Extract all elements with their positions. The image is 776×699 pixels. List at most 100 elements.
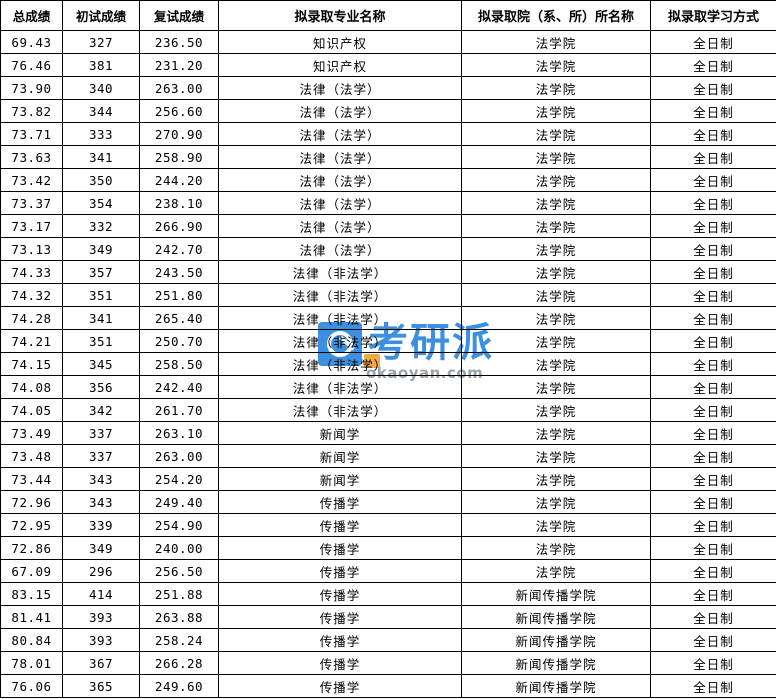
table-row: 76.06 365 249.60 传播学 新闻传播学院 全日制 [0, 674, 776, 698]
cell-major: 法律（法学） [218, 214, 462, 238]
cell-total: 73.49 [0, 421, 63, 445]
cell-first: 343 [62, 467, 140, 491]
cell-second: 263.10 [139, 421, 219, 445]
cell-total: 73.13 [0, 237, 63, 261]
column-header-second: 复试成绩 [139, 0, 219, 31]
cell-total: 76.46 [0, 53, 63, 77]
table-row: 81.41 393 263.88 传播学 新闻传播学院 全日制 [0, 605, 776, 629]
table-row: 73.48 337 263.00 新闻学 法学院 全日制 [0, 444, 776, 468]
table-row: 74.15 345 258.50 法律（非法学） 法学院 全日制 [0, 352, 776, 376]
cell-mode: 全日制 [650, 467, 776, 491]
cell-second: 251.88 [139, 582, 219, 606]
cell-second: 240.00 [139, 536, 219, 560]
cell-mode: 全日制 [650, 628, 776, 652]
cell-major: 传播学 [218, 674, 462, 698]
cell-mode: 全日制 [650, 329, 776, 353]
cell-total: 74.08 [0, 375, 63, 399]
cell-major: 法律（法学） [218, 76, 462, 100]
cell-major: 传播学 [218, 605, 462, 629]
cell-major: 传播学 [218, 651, 462, 675]
table-row: 73.37 354 238.10 法律（法学） 法学院 全日制 [0, 191, 776, 215]
table-row: 83.15 414 251.88 传播学 新闻传播学院 全日制 [0, 582, 776, 606]
cell-college: 法学院 [461, 283, 651, 307]
cell-first: 333 [62, 122, 140, 146]
column-header-mode: 拟录取学习方式 [650, 0, 776, 31]
cell-college: 新闻传播学院 [461, 605, 651, 629]
cell-mode: 全日制 [650, 145, 776, 169]
cell-mode: 全日制 [650, 306, 776, 330]
cell-college: 法学院 [461, 168, 651, 192]
cell-major: 法律（法学） [218, 168, 462, 192]
cell-first: 381 [62, 53, 140, 77]
table-row: 74.08 356 242.40 法律（非法学） 法学院 全日制 [0, 375, 776, 399]
cell-major: 传播学 [218, 628, 462, 652]
cell-first: 356 [62, 375, 140, 399]
cell-second: 242.70 [139, 237, 219, 261]
cell-major: 新闻学 [218, 467, 462, 491]
cell-college: 法学院 [461, 99, 651, 123]
cell-total: 73.71 [0, 122, 63, 146]
cell-first: 357 [62, 260, 140, 284]
cell-mode: 全日制 [650, 168, 776, 192]
cell-college: 法学院 [461, 306, 651, 330]
cell-mode: 全日制 [650, 674, 776, 698]
table-row: 72.86 349 240.00 传播学 法学院 全日制 [0, 536, 776, 560]
cell-total: 73.37 [0, 191, 63, 215]
cell-major: 法律（非法学） [218, 306, 462, 330]
cell-second: 270.90 [139, 122, 219, 146]
cell-total: 73.82 [0, 99, 63, 123]
cell-total: 74.32 [0, 283, 63, 307]
cell-total: 73.63 [0, 145, 63, 169]
cell-total: 73.17 [0, 214, 63, 238]
cell-mode: 全日制 [650, 99, 776, 123]
cell-major: 法律（法学） [218, 122, 462, 146]
cell-mode: 全日制 [650, 490, 776, 514]
cell-total: 73.44 [0, 467, 63, 491]
cell-second: 250.70 [139, 329, 219, 353]
cell-total: 78.01 [0, 651, 63, 675]
cell-mode: 全日制 [650, 283, 776, 307]
cell-college: 法学院 [461, 237, 651, 261]
cell-first: 340 [62, 76, 140, 100]
cell-mode: 全日制 [650, 444, 776, 468]
cell-college: 新闻传播学院 [461, 582, 651, 606]
cell-college: 法学院 [461, 260, 651, 284]
table-row: 74.33 357 243.50 法律（非法学） 法学院 全日制 [0, 260, 776, 284]
cell-major: 新闻学 [218, 421, 462, 445]
cell-major: 传播学 [218, 490, 462, 514]
cell-major: 法律（法学） [218, 237, 462, 261]
cell-major: 传播学 [218, 559, 462, 583]
cell-mode: 全日制 [650, 513, 776, 537]
cell-mode: 全日制 [650, 375, 776, 399]
cell-second: 265.40 [139, 306, 219, 330]
cell-mode: 全日制 [650, 421, 776, 445]
cell-mode: 全日制 [650, 536, 776, 560]
cell-second: 251.80 [139, 283, 219, 307]
cell-total: 72.95 [0, 513, 63, 537]
cell-college: 法学院 [461, 375, 651, 399]
column-header-total: 总成绩 [0, 0, 63, 31]
cell-total: 67.09 [0, 559, 63, 583]
cell-mode: 全日制 [650, 214, 776, 238]
cell-major: 知识产权 [218, 53, 462, 77]
cell-total: 74.33 [0, 260, 63, 284]
cell-total: 81.41 [0, 605, 63, 629]
cell-second: 249.40 [139, 490, 219, 514]
column-header-college: 拟录取院（系、所）所名称 [461, 0, 651, 31]
cell-first: 341 [62, 145, 140, 169]
cell-first: 342 [62, 398, 140, 422]
cell-second: 266.90 [139, 214, 219, 238]
table-row: 73.71 333 270.90 法律（法学） 法学院 全日制 [0, 122, 776, 146]
table-body: 69.43 327 236.50 知识产权 法学院 全日制 76.46 381 231.20 知识… [0, 30, 776, 698]
table-row: 73.90 340 263.00 法律（法学） 法学院 全日制 [0, 76, 776, 100]
cell-mode: 全日制 [650, 122, 776, 146]
cell-second: 256.50 [139, 559, 219, 583]
cell-first: 393 [62, 605, 140, 629]
table-row: 74.05 342 261.70 法律（非法学） 法学院 全日制 [0, 398, 776, 422]
cell-mode: 全日制 [650, 582, 776, 606]
cell-second: 231.20 [139, 53, 219, 77]
table-row: 76.46 381 231.20 知识产权 法学院 全日制 [0, 53, 776, 77]
cell-mode: 全日制 [650, 398, 776, 422]
